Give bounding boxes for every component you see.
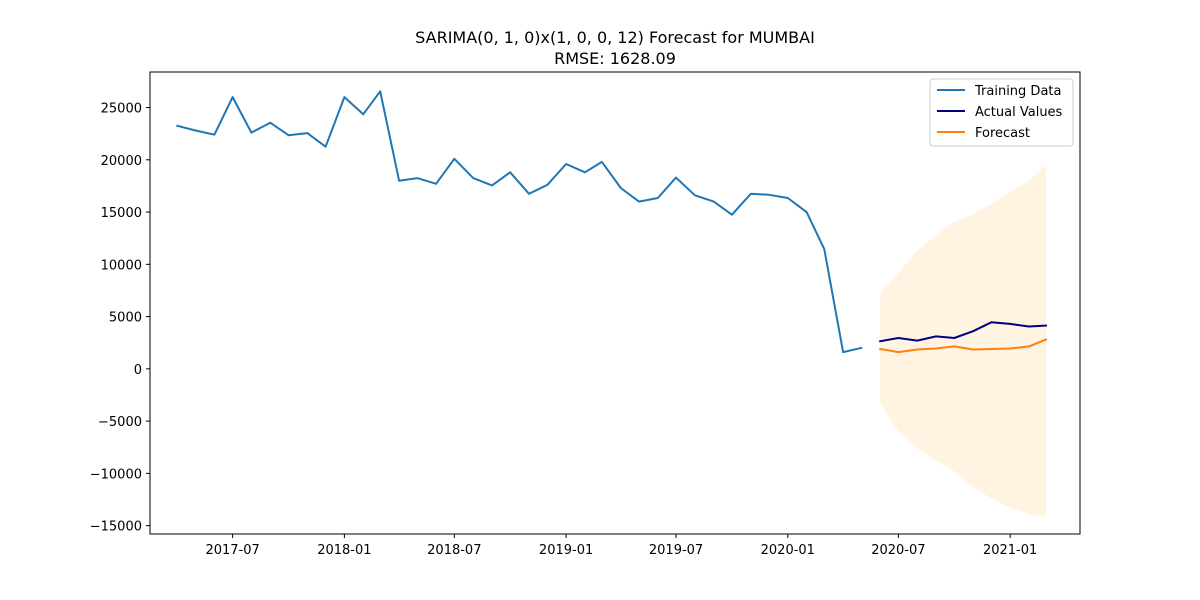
chart-subtitle: RMSE: 1628.09 xyxy=(554,49,676,68)
series-line-actual xyxy=(879,321,1048,343)
x-tick-label: 2020-07 xyxy=(871,543,925,558)
chart-title: SARIMA(0, 1, 0)x(1, 0, 0, 12) Forecast f… xyxy=(415,28,815,47)
x-tick-label: 2019-01 xyxy=(539,543,593,558)
y-tick-label: 10000 xyxy=(101,258,142,273)
y-tick-label: −5000 xyxy=(98,415,142,430)
y-tick-label: −10000 xyxy=(90,467,142,482)
x-tick-label: 2018-01 xyxy=(317,543,371,558)
y-axis: 25000 20000 15000 10000 5000 0 −5000 −10000 −150… xyxy=(90,102,150,535)
series-line-forecast xyxy=(879,338,1048,354)
legend: Training Data Actual Values Forecast xyxy=(929,78,1074,147)
x-tick-label: 2018-07 xyxy=(427,543,481,558)
legend-box xyxy=(929,78,1074,147)
x-tick-label: 2020-01 xyxy=(761,543,815,558)
legend-label-forecast: Forecast xyxy=(975,126,1030,141)
legend-label-training: Training Data xyxy=(974,84,1061,99)
x-tick-label: 2021-01 xyxy=(983,543,1037,558)
y-tick-label: 20000 xyxy=(101,154,142,169)
y-tick-label: 0 xyxy=(134,363,142,378)
y-tick-label: 15000 xyxy=(101,206,142,221)
series-layer xyxy=(176,90,1048,354)
x-tick-label: 2019-07 xyxy=(649,543,703,558)
series-line-training xyxy=(176,90,863,354)
x-axis: 2017-07 2018-01 2018-07 2019-01 2019-07 2020-… xyxy=(205,534,1037,558)
confidence-band xyxy=(880,165,1046,518)
y-tick-label: −15000 xyxy=(90,520,142,535)
x-tick-label: 2017-07 xyxy=(205,543,259,558)
y-tick-label: 5000 xyxy=(109,311,142,326)
plot-area-frame xyxy=(149,71,1081,535)
confidence-band-layer xyxy=(880,165,1046,518)
y-tick-label: 25000 xyxy=(101,102,142,117)
legend-label-actual: Actual Values xyxy=(975,105,1063,120)
